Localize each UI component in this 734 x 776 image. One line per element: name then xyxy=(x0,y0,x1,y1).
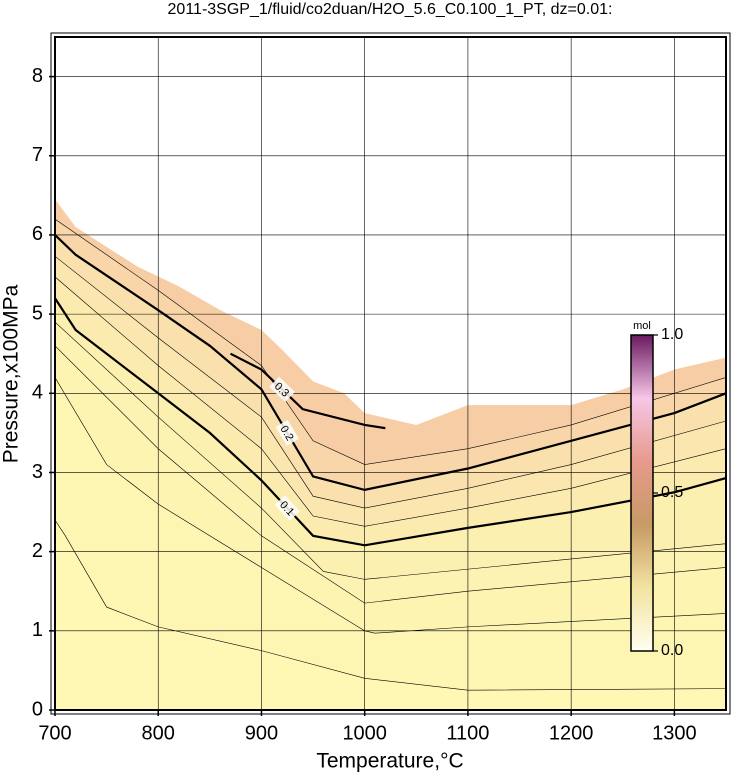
contour-line xyxy=(54,256,727,509)
contour-line xyxy=(54,377,727,634)
contour-line xyxy=(54,218,727,465)
contour-line xyxy=(229,352,386,430)
y-tick-label: 1 xyxy=(32,619,43,641)
colorbar xyxy=(630,334,654,652)
chart-title: 2011-3SGP_1/fluid/co2duan/H2O_5.6_C0.100… xyxy=(168,1,613,18)
y-tick-label: 6 xyxy=(32,223,43,245)
y-tick-label: 3 xyxy=(32,461,43,483)
contour-line xyxy=(54,234,727,492)
x-axis-label: Temperature,°C xyxy=(316,750,463,773)
x-tick-label: 1200 xyxy=(549,722,594,744)
contour-fill xyxy=(55,519,726,710)
contour-line xyxy=(54,297,727,547)
y-tick-label: 2 xyxy=(32,540,43,562)
contour-label-bg xyxy=(274,495,300,521)
y-tick-label: 7 xyxy=(32,144,43,166)
y-axis-label: Pressure,x100MPa xyxy=(0,284,23,463)
contour-line xyxy=(54,276,727,527)
plot-frame-outer xyxy=(50,32,731,715)
x-tick-label: 1100 xyxy=(446,722,489,744)
y-tick-label: 0 xyxy=(32,698,43,720)
colorbar-tick-label: 1.0 xyxy=(661,326,683,343)
contour-label-bg xyxy=(269,376,295,403)
contour-line xyxy=(54,345,727,604)
colorbar-tick-label: 0.5 xyxy=(661,484,683,501)
contour-line xyxy=(54,321,727,580)
colorbar-tick-label: 0.0 xyxy=(661,642,683,659)
x-tick-label: 700 xyxy=(38,722,71,744)
y-tick-label: 5 xyxy=(32,302,43,324)
contour-fill xyxy=(55,377,726,710)
contour-label-bg xyxy=(275,419,299,446)
x-tick-label: 1000 xyxy=(342,722,387,744)
contour-line xyxy=(54,519,727,691)
y-tick-label: 8 xyxy=(32,65,43,87)
colorbar-title: mol xyxy=(633,320,651,332)
y-tick-label: 4 xyxy=(32,382,43,404)
x-tick-label: 1300 xyxy=(652,722,697,744)
x-tick-label: 900 xyxy=(245,722,278,744)
x-tick-label: 800 xyxy=(142,722,175,744)
plot-frame xyxy=(54,36,727,711)
